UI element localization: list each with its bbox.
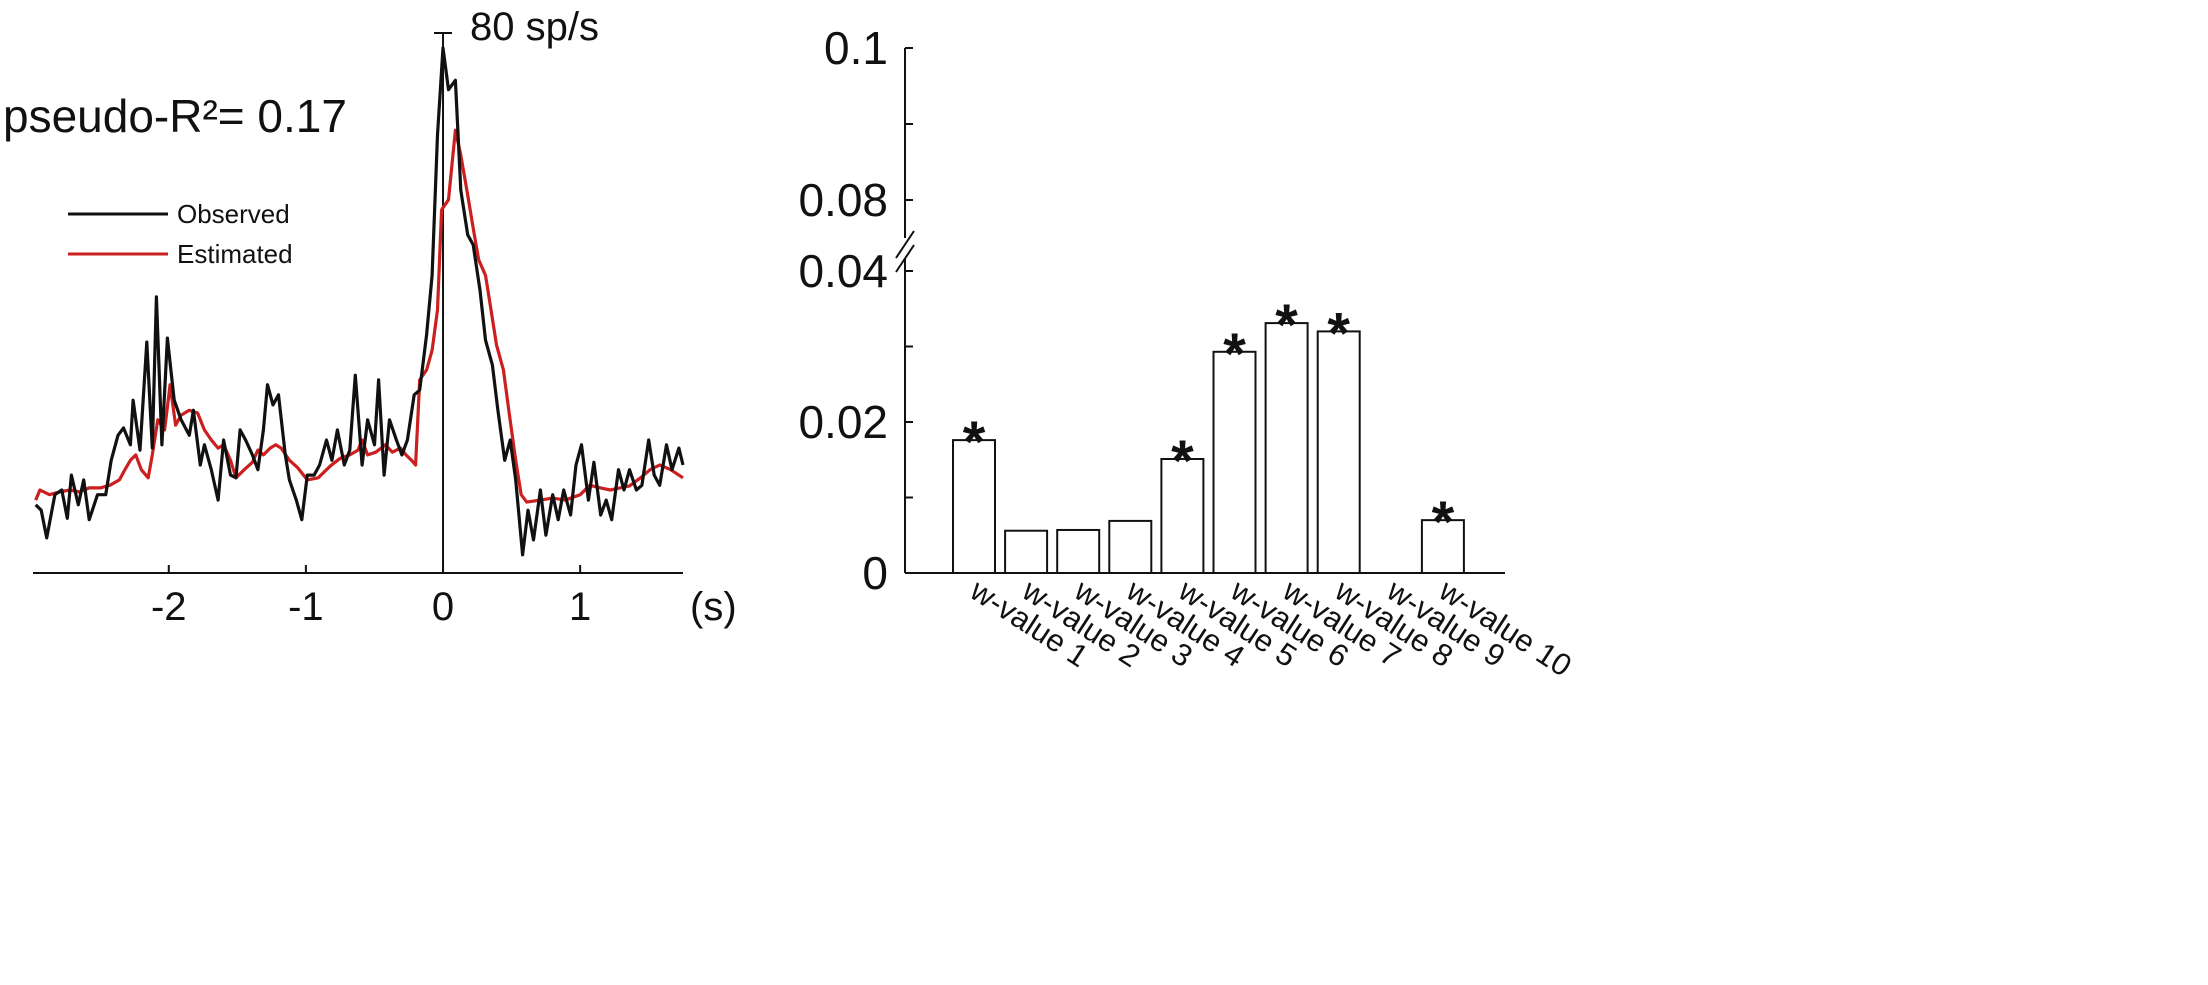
- pseudo-r2-annotation: pseudo-R²= 0.17: [3, 90, 347, 142]
- y-tick-label: 0.08: [798, 174, 888, 226]
- significance-star: *: [1432, 490, 1455, 555]
- x-tick-label: 0: [432, 585, 454, 629]
- bar: [1420, 519, 1465, 575]
- legend: Observed Estimated: [68, 199, 293, 269]
- y-tick-label: 0.1: [824, 22, 888, 74]
- legend-label-estimated: Estimated: [177, 239, 293, 269]
- y-tick-label: 0.04: [798, 245, 888, 297]
- firing-rate-panel: pseudo-R²= 0.17 80 sp/s Observed Estimat…: [3, 5, 737, 629]
- bar: [1056, 528, 1101, 575]
- bar: [1212, 350, 1257, 574]
- axis-break-mark: [895, 230, 915, 259]
- x-tick-label: -2: [151, 585, 187, 629]
- bar: [1264, 322, 1309, 574]
- bar: [1160, 457, 1205, 574]
- x-tick-label: 1: [569, 585, 591, 629]
- bar: [1004, 529, 1049, 574]
- series-observed-line: [34, 46, 685, 557]
- scale-bar-label: 80 sp/s: [470, 5, 599, 49]
- y-tick-label: 0.02: [798, 396, 888, 448]
- x-axis-label: (s): [690, 585, 737, 629]
- significance-star: *: [1275, 293, 1298, 358]
- bar-panel: 00.020.040.080.1*w-value 1w-value 2w-val…: [798, 22, 1577, 684]
- series-estimated-line: [34, 128, 684, 504]
- legend-label-observed: Observed: [177, 199, 290, 229]
- bar: [952, 439, 996, 574]
- x-tick-label: -1: [288, 585, 324, 629]
- axis-break-mark: [895, 244, 915, 273]
- significance-star: *: [1327, 301, 1350, 366]
- significance-star: *: [963, 410, 986, 475]
- significance-star: *: [1171, 429, 1194, 494]
- significance-star: *: [1223, 322, 1246, 387]
- bar: [1316, 330, 1361, 574]
- y-tick-label: 0: [862, 547, 888, 599]
- bar: [1108, 519, 1153, 575]
